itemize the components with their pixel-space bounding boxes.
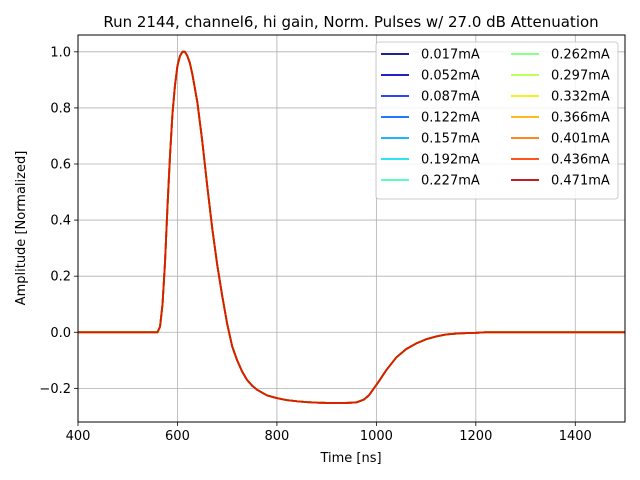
legend-label-0.262mA: 0.262mA bbox=[551, 48, 610, 63]
x-tick-label-3: 1000 bbox=[360, 429, 393, 444]
legend-label-0.052mA: 0.052mA bbox=[421, 69, 480, 84]
chart-title: Run 2144, channel6, hi gain, Norm. Pulse… bbox=[103, 13, 598, 31]
x-tick-label-2: 800 bbox=[264, 429, 289, 444]
y-tick-label-4: 0.6 bbox=[50, 158, 71, 173]
legend-label-0.471mA: 0.471mA bbox=[551, 174, 610, 189]
legend-label-0.192mA: 0.192mA bbox=[421, 153, 480, 168]
legend-label-0.227mA: 0.227mA bbox=[421, 174, 480, 189]
legend-label-0.366mA: 0.366mA bbox=[551, 111, 610, 126]
legend-frame bbox=[375, 41, 619, 200]
legend-label-0.157mA: 0.157mA bbox=[421, 132, 480, 147]
y-axis-ticks: −0.2 0.0 0.2 0.4 0.6 0.8 1.0 bbox=[39, 45, 78, 397]
x-axis-ticks: 400 600 800 1000 1200 1400 bbox=[66, 422, 592, 444]
y-axis-label: Amplitude [Normalized] bbox=[14, 151, 29, 306]
plot-frame bbox=[77, 34, 626, 423]
legend-label-0.297mA: 0.297mA bbox=[551, 69, 610, 84]
x-axis-label: Time [ns] bbox=[319, 451, 381, 466]
y-tick-label-5: 0.8 bbox=[50, 101, 71, 116]
x-tick-label-4: 1200 bbox=[459, 429, 492, 444]
y-tick-label-0: −0.2 bbox=[39, 382, 71, 397]
y-tick-label-6: 1.0 bbox=[50, 45, 71, 60]
series-lines bbox=[78, 50, 625, 404]
x-tick-label-0: 400 bbox=[66, 429, 91, 444]
y-tick-label-1: 0.0 bbox=[50, 326, 71, 341]
legend-label-0.122mA: 0.122mA bbox=[421, 111, 480, 126]
y-tick-label-3: 0.4 bbox=[50, 214, 71, 229]
legend-label-0.401mA: 0.401mA bbox=[551, 132, 610, 147]
y-tick-label-2: 0.2 bbox=[50, 270, 71, 285]
x-tick-label-5: 1400 bbox=[559, 429, 592, 444]
legend-label-0.087mA: 0.087mA bbox=[421, 90, 480, 105]
series-line-0.471mA bbox=[78, 50, 625, 404]
legend-label-0.017mA: 0.017mA bbox=[421, 48, 480, 63]
legend-label-0.436mA: 0.436mA bbox=[551, 153, 610, 168]
legend-label-0.332mA: 0.332mA bbox=[551, 90, 610, 105]
legend: 0.017mA 0.052mA 0.087mA 0.122mA 0.157mA 0.192… bbox=[375, 41, 619, 200]
x-tick-label-1: 600 bbox=[165, 429, 190, 444]
